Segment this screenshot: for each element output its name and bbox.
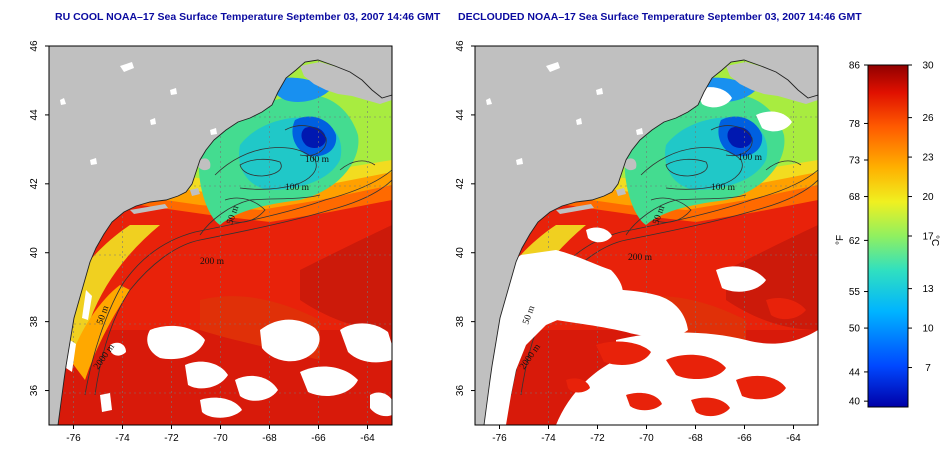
fahrenheit-tick-label: 50 <box>849 324 861 335</box>
lat-tick-label: 40 <box>455 247 466 259</box>
lon-tick-label: -66 <box>311 433 326 444</box>
lat-tick-label: 42 <box>29 178 40 190</box>
colorbar-ticks: 86 78 73 68 62 55 50 44 40 30 26 23 20 17 13 10 7 <box>849 61 934 408</box>
fahrenheit-tick-label: 73 <box>849 156 861 167</box>
lat-tick-label: 38 <box>455 316 466 328</box>
lat-tick-label: 36 <box>29 385 40 397</box>
sst-map-right: 100 m 100 m 50 m 200 m 50 m 2000 m <box>475 46 818 425</box>
fahrenheit-tick-label: 62 <box>849 236 861 247</box>
celsius-tick-label: 7 <box>925 363 931 374</box>
contour-label: 200 m <box>200 257 225 267</box>
contour-label: 100 m <box>711 183 736 193</box>
celsius-tick-label: 10 <box>922 324 934 335</box>
lat-tick-label: 44 <box>455 109 466 121</box>
lon-tick-label: -64 <box>360 433 375 444</box>
fahrenheit-tick-label: 44 <box>849 367 861 378</box>
axes-right: -76 -74 -72 -70 -68 -66 -64 36 38 40 42 44 46 <box>455 40 801 444</box>
panel-left-title: RU COOL NOAA–17 Sea Surface Temperature … <box>55 11 441 23</box>
contour-label: 100 m <box>305 155 330 165</box>
colorbar: °F °C 86 78 73 68 62 55 50 44 40 30 26 23 20 17 13 10 7 <box>835 61 940 408</box>
axes-left: -76 -74 -72 -70 -68 -66 -64 36 38 40 42 44 46 <box>29 40 375 444</box>
fahrenheit-axis-label: °F <box>835 235 846 245</box>
lon-tick-label: -64 <box>786 433 801 444</box>
fahrenheit-tick-label: 78 <box>849 119 861 130</box>
celsius-axis-label: °C <box>929 235 940 246</box>
lon-tick-label: -76 <box>492 433 507 444</box>
fahrenheit-tick-label: 40 <box>849 397 861 408</box>
contour-label: 100 m <box>285 183 310 193</box>
lat-tick-label: 38 <box>29 316 40 328</box>
lon-tick-label: -66 <box>737 433 752 444</box>
celsius-tick-label: 23 <box>922 153 934 164</box>
lat-tick-label: 42 <box>455 178 466 190</box>
colorbar-scale <box>867 64 909 408</box>
contour-label: 200 m <box>628 253 653 263</box>
lon-tick-label: -70 <box>213 433 228 444</box>
panel-left: RU COOL NOAA–17 Sea Surface Temperature … <box>29 11 441 444</box>
celsius-tick-label: 30 <box>922 61 934 72</box>
celsius-tick-label: 17 <box>922 232 934 243</box>
celsius-tick-label: 13 <box>922 284 934 295</box>
lat-tick-label: 46 <box>455 40 466 52</box>
fahrenheit-tick-label: 55 <box>849 287 861 298</box>
panel-right: DECLOUDED NOAA–17 Sea Surface Temperatur… <box>455 11 862 444</box>
lat-tick-label: 44 <box>29 109 40 121</box>
fahrenheit-tick-label: 68 <box>849 192 861 203</box>
panel-right-title: DECLOUDED NOAA–17 Sea Surface Temperatur… <box>458 11 862 23</box>
sst-map-left: 100 m 100 m 50 m 200 m 50 m 2000 m <box>49 46 392 425</box>
fahrenheit-tick-label: 86 <box>849 61 861 72</box>
lon-tick-label: -72 <box>590 433 605 444</box>
lon-tick-label: -68 <box>262 433 277 444</box>
lon-tick-label: -72 <box>164 433 179 444</box>
lat-tick-label: 40 <box>29 247 40 259</box>
lon-tick-label: -68 <box>688 433 703 444</box>
lon-tick-label: -70 <box>639 433 654 444</box>
lat-tick-label: 36 <box>455 385 466 397</box>
celsius-tick-label: 26 <box>922 113 934 124</box>
lon-tick-label: -74 <box>115 433 130 444</box>
lon-tick-label: -74 <box>541 433 556 444</box>
contour-label: 100 m <box>738 153 763 163</box>
lat-tick-label: 46 <box>29 40 40 52</box>
celsius-tick-label: 20 <box>922 192 934 203</box>
lon-tick-label: -76 <box>66 433 81 444</box>
